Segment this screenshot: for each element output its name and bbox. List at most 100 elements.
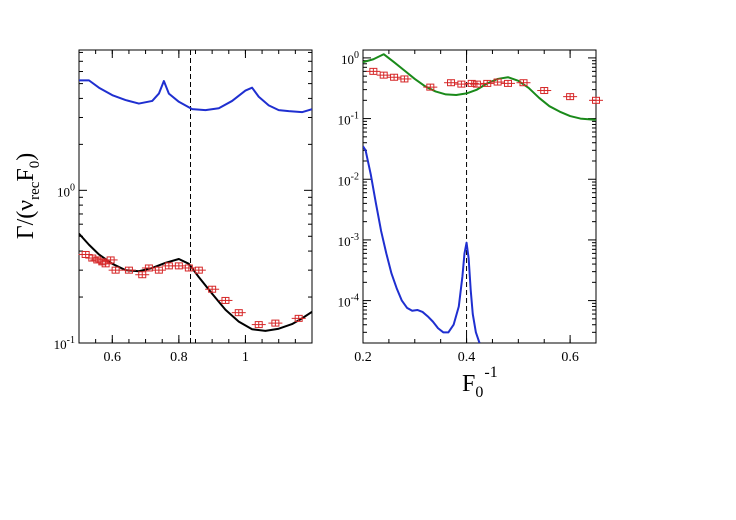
point-marker <box>519 79 528 87</box>
left-data-point <box>78 250 93 258</box>
left-data-point <box>108 266 123 274</box>
left-series <box>78 79 312 332</box>
ylabel-sub-rec: rec <box>27 181 43 200</box>
xlabel-sup-minus-1: -1 <box>484 364 497 381</box>
right-data-point <box>589 96 603 104</box>
left-y-axis-label: Γ/(νrecF0) <box>13 153 43 240</box>
point-marker <box>400 75 409 83</box>
point-marker <box>234 309 243 317</box>
y-tick-exp: -3 <box>351 232 359 243</box>
left-data-point <box>121 266 136 274</box>
point-marker <box>540 87 549 95</box>
y-tick-label: 10-1 <box>54 335 75 352</box>
right-data-point <box>397 75 412 83</box>
left-data-point <box>218 296 233 304</box>
point-marker <box>174 262 183 270</box>
right-minor-ticks <box>363 50 596 343</box>
point-marker <box>154 266 163 274</box>
left-data-point <box>231 309 246 317</box>
right-plot-frame <box>362 49 597 344</box>
right-data-point <box>376 71 391 79</box>
left-data-point <box>251 321 266 329</box>
left-data-point <box>141 264 156 272</box>
right-data-point <box>423 83 438 91</box>
right-data-point <box>444 79 459 87</box>
left-data-point <box>191 266 206 274</box>
point-marker <box>503 79 512 87</box>
right-data-point <box>490 78 505 86</box>
right-green-curve-line <box>363 53 596 121</box>
point-marker <box>221 296 230 304</box>
y-tick-base: 10 <box>338 113 351 128</box>
left-data-point <box>205 285 220 293</box>
point-marker <box>124 266 133 274</box>
point-marker <box>271 319 280 327</box>
point-marker <box>566 93 575 101</box>
right-series <box>363 53 603 343</box>
point-marker <box>111 266 120 274</box>
left-data-point <box>98 260 113 268</box>
right-data-point <box>469 80 484 88</box>
y-tick-base: 10 <box>338 173 351 188</box>
right-data-point <box>387 73 402 81</box>
right-blue-curve-line <box>363 145 481 343</box>
left-data-point <box>268 319 283 327</box>
point-marker <box>194 266 203 274</box>
left-blue-curve-line <box>79 79 312 114</box>
y-tick-exp: 0 <box>354 50 359 61</box>
x-tick-label: 0.2 <box>354 350 372 365</box>
right-x-ticks: 0.2 0.4 0.6 <box>354 50 579 365</box>
point-marker <box>144 264 153 272</box>
point-marker <box>88 254 97 262</box>
x-tick-label: 0.6 <box>104 350 122 365</box>
y-tick-exp: 0 <box>70 182 75 193</box>
ylabel-sub-0: 0 <box>27 161 43 169</box>
point-marker <box>447 79 456 87</box>
left-minor-ticks <box>79 50 312 343</box>
point-marker <box>81 250 90 258</box>
left-data-point <box>171 262 186 270</box>
right-data-point <box>464 79 479 87</box>
point-marker <box>184 264 193 272</box>
right-data-point <box>500 79 515 87</box>
right-data-point <box>563 93 578 101</box>
point-marker <box>101 260 110 268</box>
y-tick-label: 10-4 <box>338 293 359 310</box>
left-data-point <box>103 256 118 264</box>
x-tick-label: 0.6 <box>561 350 579 365</box>
left-data-point <box>151 266 166 274</box>
y-tick-label: 10-1 <box>338 111 359 128</box>
ylabel-f: F <box>13 168 39 181</box>
right-data-point <box>366 67 381 75</box>
point-marker <box>379 71 388 79</box>
y-tick-exp: -1 <box>351 111 359 122</box>
left-y-ticks: 10-1 100 <box>54 182 312 352</box>
point-marker <box>390 73 399 81</box>
point-marker <box>294 314 303 322</box>
y-tick-label: 100 <box>341 50 359 67</box>
y-tick-base: 10 <box>341 52 354 67</box>
left-x-ticks: 0.6 0.8 1 <box>104 50 249 365</box>
point-marker <box>472 80 481 88</box>
y-tick-exp: -1 <box>67 335 75 346</box>
right-data-point <box>537 87 552 95</box>
point-marker <box>369 67 378 75</box>
x-tick-label: 1 <box>242 350 249 365</box>
left-data-point <box>135 271 150 279</box>
y-tick-exp: -2 <box>351 171 359 182</box>
y-tick-label: 10-2 <box>338 171 359 188</box>
y-tick-base: 10 <box>57 184 70 199</box>
left-black-curve-line <box>79 233 312 332</box>
left-data-point <box>181 264 196 272</box>
y-tick-exp: -4 <box>351 293 359 304</box>
xlabel-f: F <box>462 371 475 397</box>
ylabel-close: ) <box>13 153 39 161</box>
y-tick-base: 10 <box>338 234 351 249</box>
point-marker <box>483 79 492 87</box>
y-tick-label: 10-3 <box>338 232 359 249</box>
right-x-axis-label: F0-1 <box>462 364 498 401</box>
xlabel-sub-0: 0 <box>475 384 483 401</box>
